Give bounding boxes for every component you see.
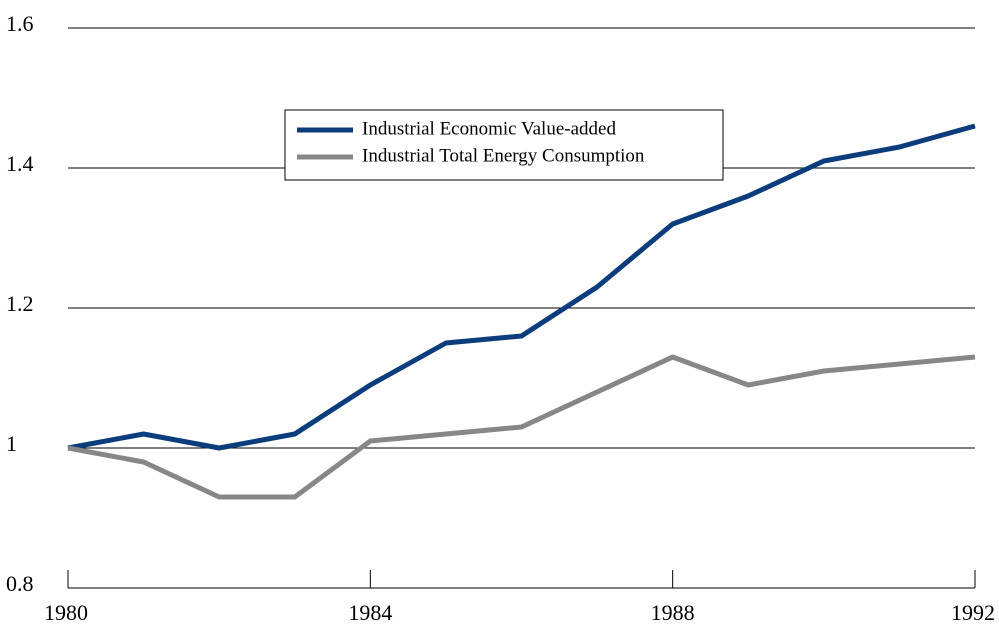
legend-label: Industrial Economic Value-added	[362, 118, 616, 139]
y-tick-label: 1.6	[6, 11, 34, 36]
y-tick-label: 1.2	[6, 291, 34, 316]
y-tick-label: 1	[6, 431, 17, 456]
x-tick-label: 1980	[44, 600, 88, 625]
y-tick-label: 1.4	[6, 151, 34, 176]
series-line	[67, 354, 976, 500]
legend-box	[284, 109, 724, 181]
legend-label: Industrial Total Energy Consumption	[362, 145, 645, 166]
x-tick-label: 1992	[951, 600, 995, 625]
y-tick-label: 0.8	[6, 571, 34, 596]
x-tick-label: 1988	[651, 600, 695, 625]
x-tick-label: 1984	[348, 600, 392, 625]
series-line	[67, 123, 976, 451]
